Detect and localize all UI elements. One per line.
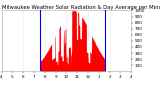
Text: Milwaukee Weather Solar Radiation & Day Average per Minute W/m2 (Today): Milwaukee Weather Solar Radiation & Day … — [2, 5, 160, 10]
